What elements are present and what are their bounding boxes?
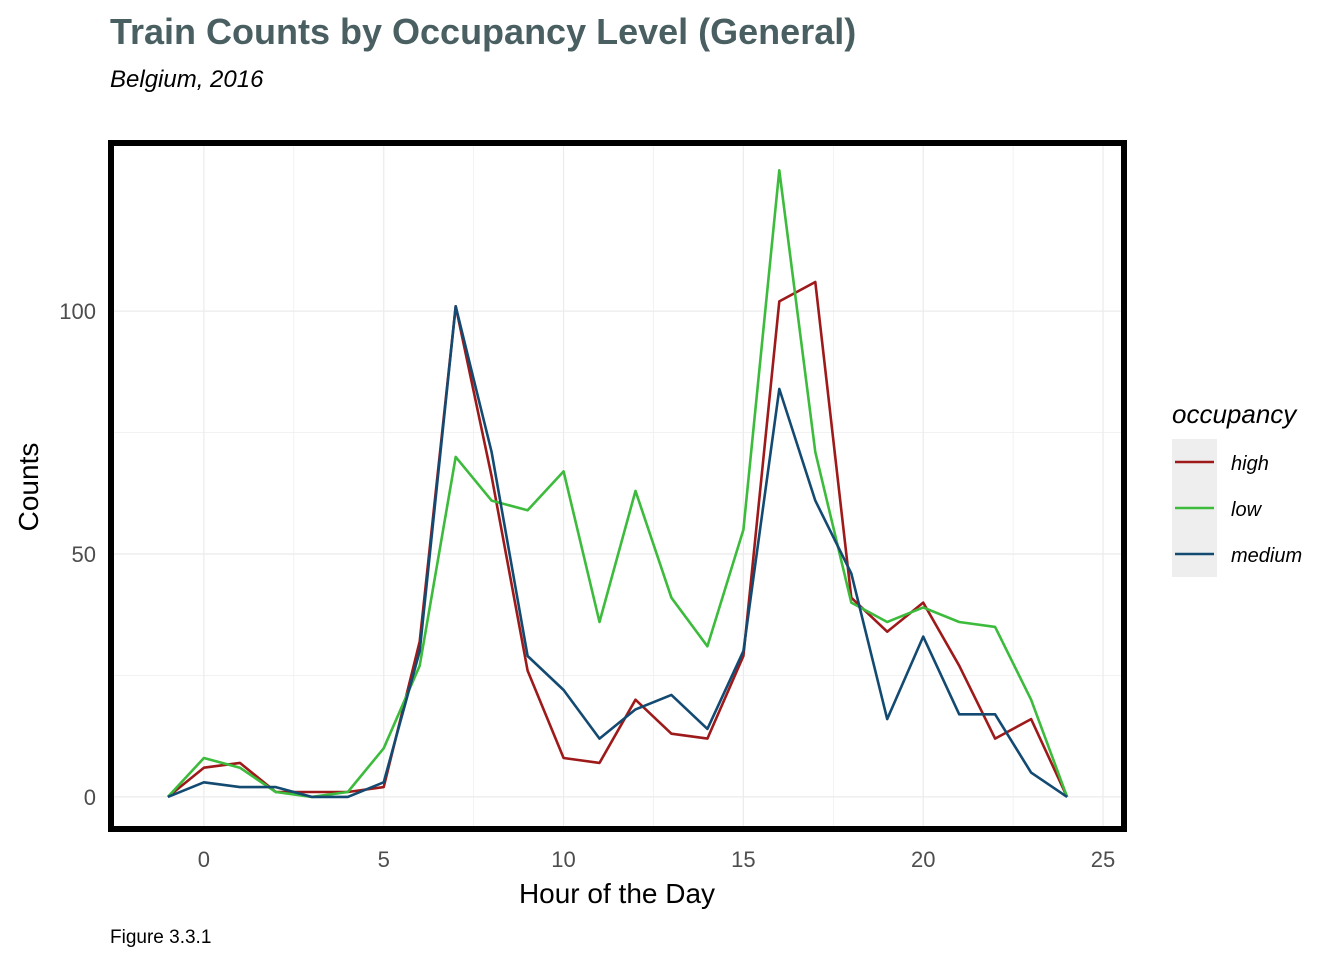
legend: high low medium	[1175, 453, 1302, 567]
x-tick-label: 25	[1091, 847, 1115, 872]
x-tick-label: 20	[911, 847, 935, 872]
series-line-low	[166, 169, 1069, 799]
y-tick-label: 100	[59, 299, 96, 324]
legend-title: occupancy	[1172, 399, 1298, 429]
chart-subtitle: Belgium, 2016	[110, 66, 264, 93]
x-tick-label: 15	[731, 847, 755, 872]
legend-label-medium: medium	[1231, 545, 1302, 567]
figure-caption: Figure 3.3.1	[110, 927, 211, 948]
chart-title: Train Counts by Occupancy Level (General…	[110, 11, 856, 52]
x-tick-label: 0	[198, 847, 210, 872]
legend-label-high: high	[1231, 453, 1269, 475]
y-tick-label: 50	[72, 542, 96, 567]
legend-label-low: low	[1231, 499, 1263, 521]
x-tick-label: 5	[378, 847, 390, 872]
x-axis-title: Hour of the Day	[519, 878, 715, 909]
panel-border	[108, 140, 1127, 832]
y-tick-label: 0	[84, 785, 96, 810]
x-tick-label: 10	[551, 847, 575, 872]
x-axis-ticks: 0 5 10 15 20 25	[198, 847, 1115, 872]
series-lines	[166, 169, 1069, 799]
y-axis-title: Counts	[13, 443, 44, 532]
y-axis-ticks: 0 50 100	[59, 299, 96, 810]
series-line-medium	[167, 304, 1068, 799]
series-line-high	[167, 280, 1069, 798]
